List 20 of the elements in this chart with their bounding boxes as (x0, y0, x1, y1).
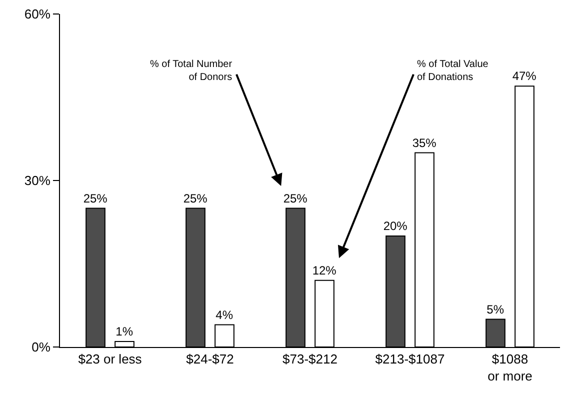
data-label: 12% (312, 263, 337, 278)
x-tick-label: $23 or less (78, 352, 142, 367)
data-label: 47% (512, 69, 537, 84)
y-tick-label: 60% (24, 6, 51, 22)
text: % of Total Value of Donations (417, 59, 489, 83)
x-tick-label: $73-$212 (282, 352, 338, 367)
data-label: 1% (116, 324, 134, 338)
data-label: 25% (83, 191, 108, 206)
data-label: 4% (216, 308, 234, 322)
y-tick-label: 0% (32, 340, 51, 355)
data-label: 25% (183, 191, 208, 206)
y-tick-label: 30% (24, 173, 51, 188)
data-label: 5% (486, 302, 504, 316)
data-label: 25% (283, 191, 308, 206)
x-tick-label: $213-$1087 (375, 352, 445, 367)
x-tick-label: $24-$72 (186, 352, 234, 367)
x-tick-label: $1088 or more (488, 352, 532, 384)
data-label: 20% (383, 219, 408, 233)
text: % of Total Number of Donors (150, 59, 233, 83)
data-label: 35% (412, 136, 437, 150)
